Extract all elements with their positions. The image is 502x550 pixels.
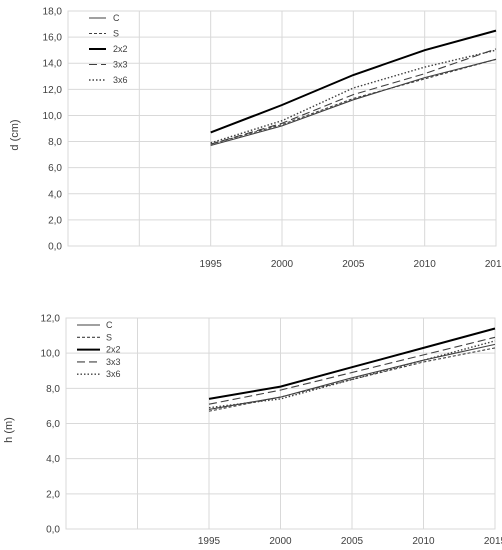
y-tick-label: 8,0 [46,384,60,395]
series-line-3x3 [210,48,497,145]
y-tick-label: 12,0 [41,314,61,325]
legend-label-3x3: 3x3 [113,60,128,70]
chart-diameter: 0,0 2,0 4,0 6,0 8,0 10,0 12,0 14,0 16,0 18,0 1995… [9,7,502,271]
y-tick-label: 0,0 [46,525,60,536]
x-tick-label: 2010 [412,536,435,547]
y-tick-label: 4,0 [46,454,60,465]
series-line-c [208,343,496,410]
legend-label-3x6: 3x6 [113,75,128,85]
plot-frame [67,10,497,247]
x-tick-label: 2000 [269,536,292,547]
legend-label-c: C [113,13,120,23]
x-tick-label: 2010 [414,259,437,270]
legend-label-2x2: 2x2 [106,345,121,355]
legend-label-3x6: 3x6 [106,369,121,379]
legend: CS 2x2 3x3 3x6 [89,13,128,85]
y-axis-title: h (m) [3,417,15,443]
series-line-3x3 [208,336,496,405]
series-line-2x2 [210,29,497,134]
plot-grid [67,10,497,247]
x-tick-label: 2000 [271,259,294,270]
y-tick-label: 8,0 [48,137,62,148]
y-tick-label: 2,0 [46,489,60,500]
y-tick-label: 2,0 [48,215,62,226]
series-line-2x2 [208,327,496,400]
y-axis-title: d (cm) [9,119,21,150]
x-tick-label: 2015 [484,536,502,547]
y-tick-label: 16,0 [43,33,63,44]
y-tick-label: 10,0 [41,349,61,360]
y-tick-label: 4,0 [48,189,62,200]
y-tick-label: 6,0 [46,419,60,430]
x-tick-label: 1995 [198,536,221,547]
series-line-c [210,58,497,147]
y-tick-label: 10,0 [43,111,63,122]
plot-grid [65,317,496,530]
x-tick-label: 2015 [485,259,502,270]
series-line-s [208,347,496,412]
legend-label-c: C [106,320,113,330]
y-tick-label: 6,0 [48,163,62,174]
y-ticks: 0,0 2,0 4,0 6,0 8,0 10,0 12,0 14,0 16,0 18,0 [43,7,63,253]
legend: CS 2x2 3x3 3x6 [77,320,121,379]
x-tick-label: 2005 [342,259,365,270]
legend-label-2x2: 2x2 [113,44,128,54]
legend-label-s: S [106,332,112,342]
chart-height: 0,0 2,0 4,0 6,0 8,0 10,0 12,0 1995 2000 2005 2010… [3,314,502,548]
plot-frame [65,317,496,530]
legend-label-3x3: 3x3 [106,357,121,367]
y-tick-label: 12,0 [43,85,63,96]
x-ticks: 1995 2000 2005 2010 2015 [198,536,502,547]
series-lines [210,29,497,147]
x-ticks: 1995 2000 2005 2010 2015 [200,259,502,270]
y-tick-label: 18,0 [43,7,63,18]
y-tick-label: 0,0 [48,242,62,253]
x-tick-label: 2005 [341,536,364,547]
y-ticks: 0,0 2,0 4,0 6,0 8,0 10,0 12,0 [41,314,61,536]
series-line-3x6 [210,49,497,144]
legend-label-s: S [113,29,119,39]
series-lines [208,327,496,412]
x-tick-label: 1995 [200,259,223,270]
y-tick-label: 14,0 [43,59,63,70]
